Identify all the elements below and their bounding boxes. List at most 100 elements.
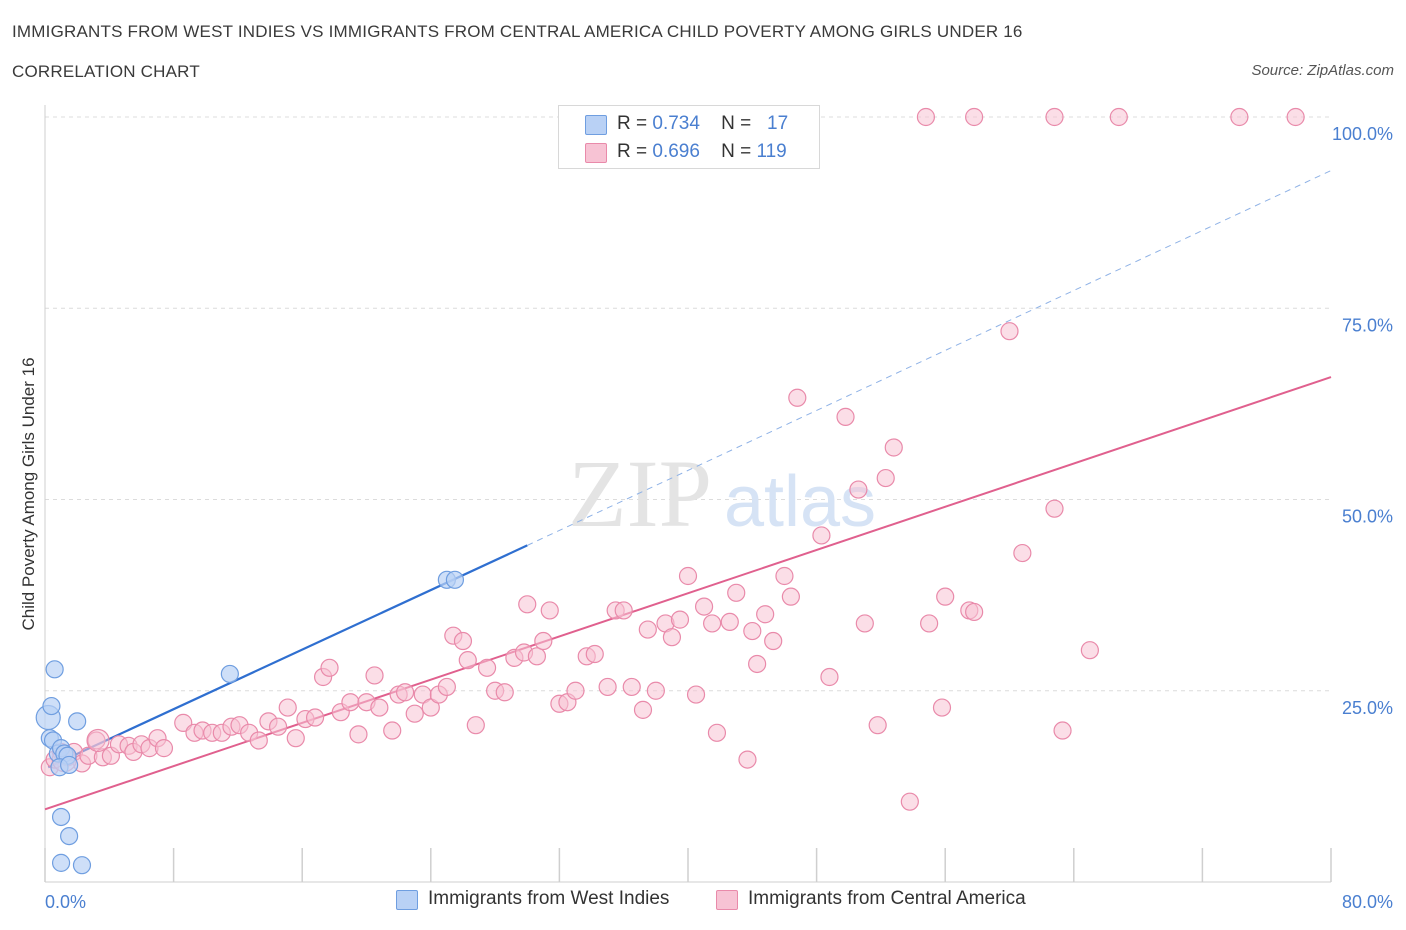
data-point-central-america: [678, 566, 698, 586]
x-tick-label: 0.0%: [45, 892, 86, 912]
n-value-central-america: 119: [756, 141, 787, 162]
trend-extension-west-indies: [527, 170, 1332, 546]
r-value-west-indies: 0.734: [652, 113, 700, 134]
data-point-central-america: [707, 723, 727, 742]
data-point-central-america: [614, 601, 633, 620]
data-point-central-america: [268, 717, 288, 736]
legend-swatch-central-america: [585, 143, 607, 163]
data-point-central-america: [900, 792, 919, 811]
r-label: R =: [617, 141, 648, 162]
data-point-central-america: [662, 628, 682, 647]
data-point-central-america: [694, 597, 714, 616]
y-tick-label: 50.0%: [1342, 507, 1393, 527]
data-point-central-america: [965, 602, 984, 622]
y-axis-label: Child Poverty Among Girls Under 16: [19, 357, 38, 630]
chart-subtitle: CORRELATION CHART: [12, 62, 200, 81]
data-point-central-america: [421, 698, 440, 717]
data-point-central-america: [566, 681, 585, 700]
data-point-central-america: [518, 595, 537, 614]
legend-label-west-indies: Immigrants from West Indies: [428, 888, 670, 909]
legend-swatch-central-america: [716, 890, 738, 910]
data-point-central-america: [286, 729, 305, 748]
y-tick-label: 100.0%: [1332, 124, 1393, 144]
data-point-west-indies: [445, 570, 465, 589]
data-point-central-america: [1109, 107, 1128, 127]
data-point-central-america: [720, 612, 739, 632]
tick-labels: 25.0% 50.0% 75.0% 100.0% 0.0% 80.0%: [45, 124, 1393, 912]
axes: [44, 105, 1332, 883]
chart-title: IMMIGRANTS FROM WEST INDIES VS IMMIGRANT…: [12, 22, 1023, 41]
data-point-central-america: [916, 107, 936, 127]
data-point-central-america: [1000, 322, 1019, 341]
data-point-central-america: [756, 605, 775, 624]
data-point-central-america: [727, 583, 746, 602]
data-point-central-america: [775, 566, 794, 586]
data-point-central-america: [598, 677, 617, 697]
data-point-central-america: [812, 526, 831, 545]
data-point-central-america: [855, 614, 874, 633]
source-label: Source: ZipAtlas.com: [1251, 62, 1394, 79]
data-point-central-america: [405, 704, 424, 723]
legend-swatch-west-indies: [396, 890, 418, 910]
data-point-west-indies: [60, 755, 79, 775]
data-point-central-america: [249, 731, 268, 750]
data-point-central-america: [278, 698, 297, 717]
data-point-central-america: [622, 677, 641, 697]
data-point-west-indies: [72, 856, 92, 875]
data-point-west-indies: [51, 853, 71, 872]
data-point-central-america: [320, 658, 339, 677]
data-point-central-america: [383, 721, 402, 740]
watermark: ZIP atlas: [568, 440, 876, 547]
data-point-central-america: [836, 407, 855, 426]
n-label: N =: [721, 141, 752, 162]
data-point-central-america: [849, 480, 868, 499]
data-point-central-america: [686, 685, 706, 704]
grid-lines: [45, 116, 1331, 692]
data-point-central-america: [477, 658, 497, 677]
legend-label-central-america: Immigrants from Central America: [748, 888, 1026, 909]
data-point-central-america: [868, 716, 887, 735]
r-label: R =: [617, 113, 648, 134]
data-point-central-america: [585, 644, 604, 664]
data-point-west-indies: [220, 664, 239, 684]
data-point-central-america: [884, 438, 903, 457]
stats-legend: R = 0.734 N = 17 R = 0.696 N = 119: [558, 105, 820, 169]
data-point-west-indies: [60, 826, 79, 846]
series-central-america: [40, 107, 1305, 811]
data-point-central-america: [540, 601, 559, 620]
data-point-central-america: [638, 620, 657, 639]
data-point-central-america: [764, 631, 783, 651]
data-point-central-america: [1053, 721, 1072, 740]
data-point-central-america: [395, 683, 415, 702]
data-point-central-america: [932, 698, 952, 717]
data-point-central-america: [703, 614, 722, 633]
watermark-atlas: atlas: [724, 462, 876, 542]
data-point-west-indies: [45, 660, 64, 679]
data-point-central-america: [1230, 107, 1249, 127]
data-point-central-america: [1080, 641, 1099, 660]
data-point-central-america: [633, 700, 653, 719]
watermark-zip: ZIP: [568, 440, 712, 547]
r-value-central-america: 0.696: [652, 141, 700, 162]
data-point-central-america: [1013, 543, 1032, 563]
data-point-central-america: [743, 621, 762, 641]
legend-swatch-west-indies: [585, 115, 607, 135]
data-point-west-indies: [68, 712, 87, 731]
data-point-central-america: [453, 631, 473, 651]
data-point-central-america: [154, 739, 174, 758]
data-point-central-america: [820, 667, 839, 687]
data-point-central-america: [437, 677, 456, 697]
data-point-central-america: [86, 728, 110, 753]
data-point-central-america: [788, 388, 807, 407]
data-point-central-america: [365, 666, 384, 685]
data-point-central-america: [1286, 107, 1305, 127]
data-point-central-america: [1045, 107, 1064, 127]
data-point-central-america: [534, 631, 553, 651]
data-point-central-america: [936, 587, 955, 606]
data-point-central-america: [466, 716, 485, 735]
x-tick-label: 80.0%: [1342, 892, 1393, 912]
data-point-central-america: [1045, 499, 1064, 518]
data-point-west-indies: [42, 696, 61, 716]
data-point-central-america: [748, 654, 767, 674]
